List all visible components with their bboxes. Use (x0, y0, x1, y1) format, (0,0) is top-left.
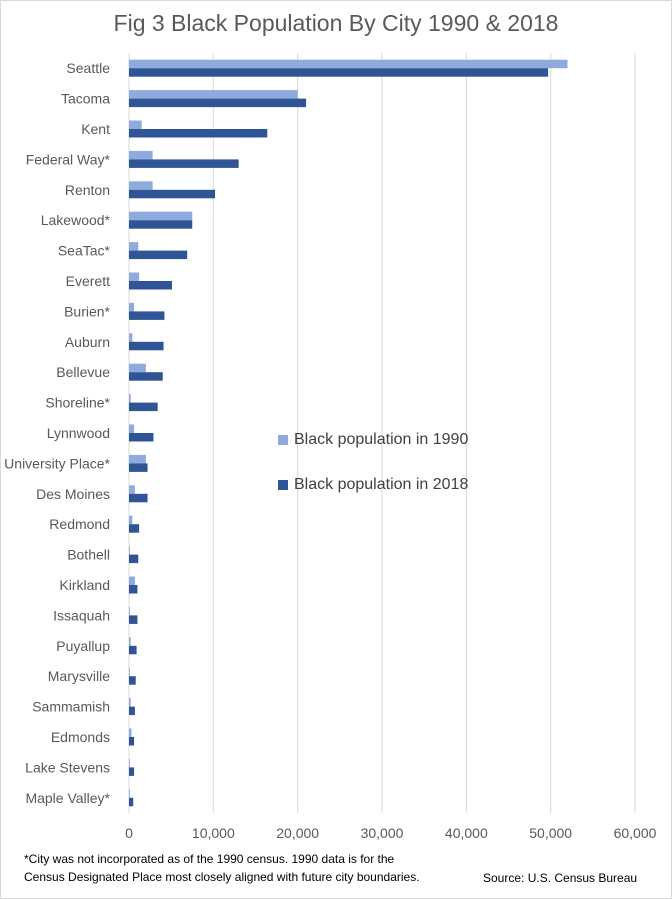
bar-2018 (129, 68, 549, 77)
legend-label-2018: Black population in 2018 (294, 476, 469, 493)
bar-2018 (129, 311, 165, 320)
bar-2018 (129, 645, 137, 655)
category-label: Edmonds (51, 729, 110, 745)
bar-1990 (129, 242, 139, 251)
bar-2018 (129, 463, 148, 472)
bar-1990 (129, 424, 135, 433)
bar-2018 (129, 706, 135, 716)
category-label: SeaTac* (58, 243, 111, 259)
bar-2018 (129, 220, 193, 229)
bar-1990 (129, 181, 153, 190)
x-tick-label: 50,000 (529, 825, 572, 841)
bar-1990 (129, 272, 140, 281)
category-label: Everett (66, 273, 110, 289)
category-label: Puyallup (56, 638, 110, 654)
bar-2018 (129, 524, 140, 533)
category-label: Tacoma (61, 91, 110, 107)
category-label: Sammamish (32, 699, 110, 715)
x-tick-label: 20,000 (276, 825, 319, 841)
bar-1990 (129, 302, 135, 312)
category-label: Maple Valley* (25, 790, 110, 806)
bar-1990 (129, 789, 130, 798)
category-label: Auburn (65, 334, 110, 350)
bar-2018 (129, 585, 138, 594)
category-label: Kirkland (59, 577, 110, 593)
bar-2018 (129, 797, 134, 807)
bar-2018 (129, 493, 148, 503)
source-note: Source: U.S. Census Bureau (483, 871, 638, 885)
category-label: Burien* (64, 303, 110, 319)
bar-1990 (129, 150, 153, 160)
legend-item-2018: Black population in 2018 (278, 476, 468, 494)
category-label: Federal Way* (26, 151, 111, 167)
bar-1990 (129, 576, 135, 585)
bar-1990 (129, 546, 130, 555)
bar-1990 (129, 728, 132, 737)
bar-2018 (129, 737, 135, 746)
bar-1990 (129, 211, 193, 221)
bar-2018 (129, 98, 307, 108)
category-label: Lynnwood (47, 425, 110, 441)
bar-2018 (129, 189, 216, 199)
category-label: Seattle (66, 60, 110, 76)
bar-1990 (129, 606, 130, 616)
category-label: Marysville (48, 668, 110, 684)
bar-1990 (129, 454, 146, 464)
bar-1990 (129, 698, 131, 707)
category-label: University Place* (4, 455, 110, 471)
category-label: Kent (81, 121, 110, 137)
bar-2018 (129, 402, 158, 412)
bar-2018 (129, 372, 163, 381)
x-tick-label: 30,000 (361, 825, 404, 841)
bar-2018 (129, 341, 164, 351)
bar-2018 (129, 129, 268, 138)
x-tick-label: 0 (125, 825, 133, 841)
bar-1990 (129, 667, 130, 677)
legend-item-1990: Black population in 1990 (278, 431, 468, 449)
chart-title: Fig 3 Black Population By City 1990 & 20… (113, 10, 559, 36)
bar-2018 (129, 676, 136, 685)
bar-1990 (129, 90, 298, 99)
category-label: Renton (65, 182, 110, 198)
bar-2018 (129, 250, 188, 260)
bar-1990 (129, 120, 142, 129)
bar-1990 (129, 637, 131, 646)
bar-1990 (129, 363, 146, 373)
bar-1990 (129, 333, 133, 342)
category-label: Shoreline* (45, 395, 110, 411)
bar-2018 (129, 615, 138, 624)
footnote-line: *City was not incorporated as of the 199… (24, 852, 395, 866)
footnote-line: Census Designated Place most closely ali… (24, 870, 420, 884)
legend-swatch-1990 (278, 435, 288, 445)
legend-label-1990: Black population in 1990 (294, 431, 469, 448)
x-tick-label: 40,000 (445, 825, 488, 841)
bar-1990 (129, 758, 130, 768)
legend-swatch-2018 (278, 480, 288, 490)
bar-2018 (129, 554, 139, 564)
category-label: Lake Stevens (25, 759, 110, 775)
bar-1990 (129, 394, 131, 403)
category-label: Bothell (67, 547, 110, 563)
footnote: *City was not incorporated as of the 199… (24, 850, 494, 886)
category-label: Bellevue (56, 364, 110, 380)
bar-1990 (129, 515, 133, 525)
x-tick-label: 10,000 (192, 825, 235, 841)
bar-2018 (129, 159, 239, 168)
category-label: Des Moines (36, 486, 110, 502)
bar-1990 (129, 59, 568, 69)
bar-2018 (129, 281, 173, 290)
category-label: Lakewood* (41, 212, 111, 228)
bar-2018 (129, 433, 154, 442)
category-label: Redmond (49, 516, 110, 532)
x-tick-label: 60,000 (614, 825, 657, 841)
bar-1990 (129, 485, 135, 494)
bar-2018 (129, 767, 135, 776)
category-label: Issaquah (53, 607, 110, 623)
